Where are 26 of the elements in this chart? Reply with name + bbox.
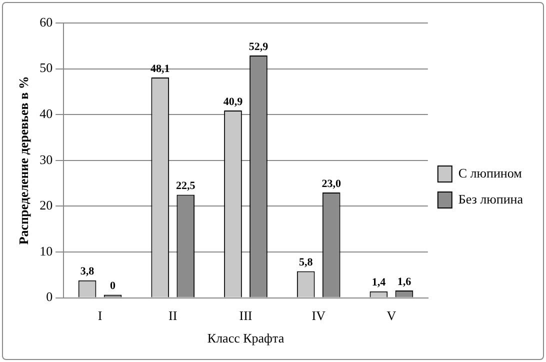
y-tick-label: 10: [40, 243, 53, 258]
legend-label: С люпином: [458, 165, 522, 180]
x-axis-title: Класс Крафта: [207, 330, 284, 346]
data-label: 48,1: [150, 62, 170, 75]
x-tick-label: II: [168, 308, 178, 324]
y-axis-title: Распределение деревьев в %: [16, 76, 32, 245]
data-label: 40,9: [223, 96, 244, 108]
data-label: 23,0: [322, 178, 342, 190]
data-label: 1,6: [397, 276, 412, 288]
y-tick-label: 40: [40, 106, 53, 122]
x-tick-label: I: [98, 308, 102, 324]
data-label: 3,8: [80, 266, 95, 278]
data-label: 22,5: [176, 180, 196, 192]
data-label: 1,4: [372, 276, 386, 289]
x-tick-label: III: [239, 308, 252, 324]
y-tick-label: 0: [46, 289, 53, 304]
x-tick-label: IV: [312, 308, 326, 324]
y-tick-label: 20: [40, 198, 53, 213]
y-tick-label: 50: [40, 60, 53, 76]
y-tick-label: 30: [40, 152, 53, 167]
data-label: 0: [110, 280, 116, 292]
data-label: 52,9: [248, 40, 269, 53]
legend-label: Без люпина: [458, 191, 524, 206]
x-tick-label: V: [386, 308, 397, 324]
y-tick-label: 60: [40, 14, 53, 30]
data-label: 5,8: [298, 256, 314, 269]
